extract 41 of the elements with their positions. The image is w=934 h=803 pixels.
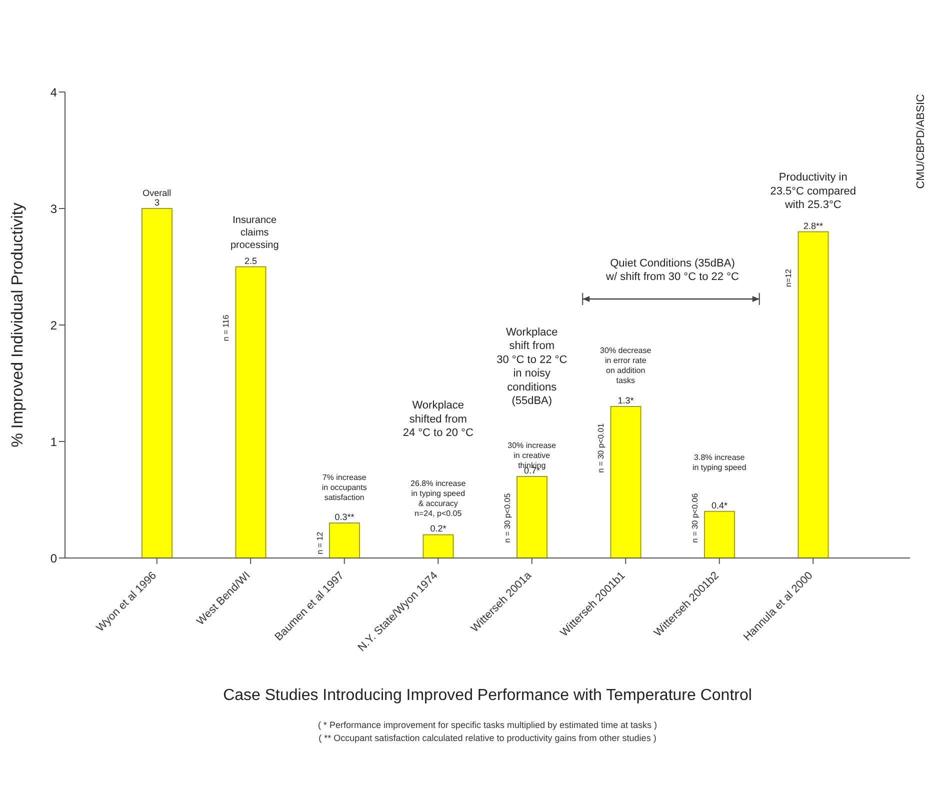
annotation: n = 116 — [222, 314, 231, 342]
annotation: n = 30 p<0.01 — [596, 422, 606, 473]
data-label: 0.4* — [711, 500, 728, 510]
annotation: n = 12 — [315, 531, 324, 554]
y-tick-label: 2 — [50, 318, 58, 332]
annotation: Quiet Conditions (35dBA) w/ shift from 30 °C to 22 °C — [605, 257, 739, 283]
y-tick-label: 0 — [50, 551, 58, 566]
bar — [610, 406, 642, 558]
annotation: Workplace shifted from 24 °C to 20 °C — [402, 400, 474, 439]
annotation: 7% increase in occupants satisfaction — [322, 473, 367, 502]
annotation: Insurance claims processing — [230, 215, 279, 251]
y-tick-label: 4 — [50, 85, 58, 100]
data-label: 2.8** — [803, 220, 824, 231]
annotation: n = 30 p<0.06 — [690, 492, 700, 543]
bar — [704, 510, 735, 558]
bar — [329, 522, 360, 558]
bar — [798, 231, 829, 558]
y-tick-label: 1 — [50, 434, 58, 449]
data-label: 1.3* — [618, 396, 634, 406]
annotation: Productivity in 23.5°C compared with 25.3°C — [770, 172, 856, 211]
bar — [422, 534, 454, 558]
annotation: Workplace shift from 30 °C to 22 °C in noisy conditions (55dBA) — [496, 326, 568, 407]
x-axis-title: Case Studies Introducing Improved Performance with Temperature Control — [223, 687, 752, 704]
annotation: n = 30 p<0.05 — [502, 492, 512, 543]
y-tick-label: 3 — [50, 202, 58, 216]
annotation: 30% decrease in error rate on addition tasks — [600, 346, 652, 385]
bar — [235, 266, 266, 558]
data-label: 0.2* — [430, 524, 447, 534]
bar — [142, 208, 172, 558]
bar — [516, 476, 548, 558]
annotation: 3.8% increase in typing speed — [692, 453, 746, 472]
annotation: Overall — [142, 188, 172, 198]
annotation: n=12 — [784, 268, 794, 288]
data-label: 0.3** — [334, 512, 355, 522]
data-label: 3 — [154, 198, 160, 208]
text: CMU/CBPD/ABSIC — [915, 94, 927, 189]
annotation: 26.8% increase in typing speed & accuracy n=24, p<0.05 — [410, 479, 466, 518]
text: ( * Performance improvement for specific tasks multiplied by estimated time at tasks ) — [318, 720, 658, 730]
text: ( ** Occupant satisfaction calculated relative to productivity gains from other studies ) — [318, 733, 656, 743]
y-axis-title: % Improved Individual Productivity — [10, 202, 27, 448]
data-label: 2.5 — [244, 256, 258, 266]
